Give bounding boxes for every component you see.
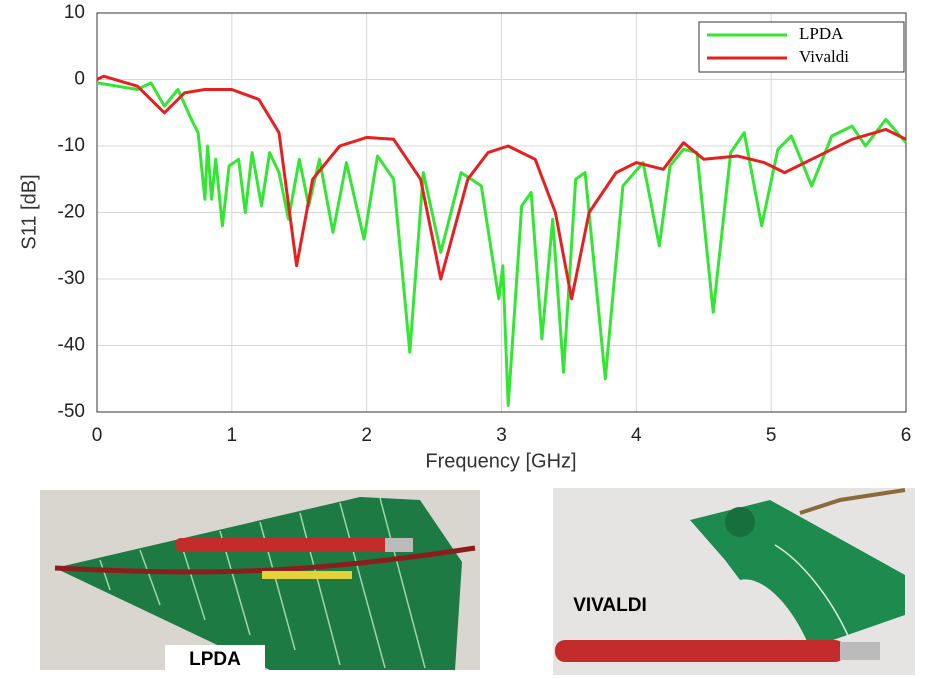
lpda-photo: LPDA (40, 490, 480, 673)
legend-box (698, 21, 905, 73)
pen-tip (840, 642, 880, 660)
y-axis-label: S11 [dB] (18, 174, 40, 249)
y-tick-label: -40 (58, 335, 85, 356)
x-tick-label: 1 (227, 425, 238, 446)
y-tick-label: -30 (58, 268, 85, 289)
y-tick-label: 10 (64, 2, 85, 23)
antenna-taper (774, 544, 851, 641)
y-tick-label: -50 (58, 401, 85, 422)
legend-label: Vivaldi (799, 47, 849, 66)
antenna-cavity (725, 507, 755, 537)
y-tick-label: 0 (74, 69, 85, 90)
photo-label: VIVALDI (573, 595, 647, 616)
x-tick-label: 0 (92, 425, 103, 446)
plot-frame (96, 12, 907, 413)
cable (799, 488, 906, 515)
plot: 0 1 2 3 4 5 6 -50 -40 -30 -20 -10 0 10 LPDA Vivaldi (58, 2, 912, 446)
series-line (96, 81, 908, 407)
x-tick-label: 5 (766, 425, 777, 446)
y-tick-label: -10 (58, 135, 85, 156)
legend-label: LPDA (799, 24, 844, 43)
antenna-board (690, 500, 905, 648)
cable (54, 545, 476, 575)
x-tick-label: 3 (496, 425, 507, 446)
pen (555, 640, 845, 662)
vivaldi-photo: VIVALDI (553, 488, 915, 675)
x-tick-label: 6 (901, 425, 912, 446)
label-background (165, 645, 265, 673)
y-tick-label: -20 (58, 202, 85, 223)
pen (175, 538, 395, 552)
x-axis-label: Frequency [GHz] (425, 450, 576, 472)
cable-tape (262, 571, 352, 579)
photo-label: LPDA (189, 649, 241, 670)
series-line (96, 74, 907, 301)
pen-tip (385, 538, 413, 552)
x-tick-label: 4 (631, 425, 642, 446)
x-tick-label: 2 (361, 425, 372, 446)
